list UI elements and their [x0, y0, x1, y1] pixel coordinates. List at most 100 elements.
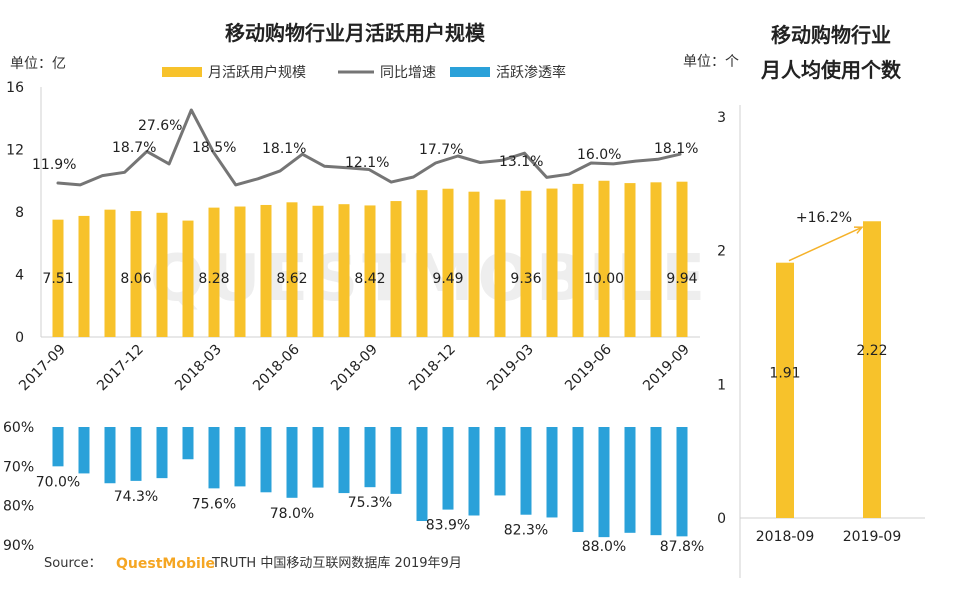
growth-arrow-head	[853, 226, 864, 234]
right-chart-unit: 单位：个	[683, 54, 739, 70]
left-x-tick: 2018-03	[172, 342, 225, 395]
penetration-bar	[572, 427, 584, 533]
mau-value-label: 10.00	[584, 271, 624, 287]
mau-bar	[286, 202, 298, 337]
penetration-bar	[104, 427, 116, 484]
yoy-value-label: 18.7%	[112, 140, 156, 156]
mau-bar	[520, 190, 532, 337]
mau-bar	[260, 204, 272, 337]
penetration-y-tick: 60%	[3, 420, 34, 436]
mau-bar	[494, 199, 506, 337]
penetration-bar	[650, 427, 662, 536]
mau-bar	[390, 201, 402, 337]
legend-swatch-mau	[162, 67, 202, 77]
penetration-y-tick: 80%	[3, 499, 34, 515]
yoy-value-label: 18.5%	[192, 140, 236, 156]
left-x-tick: 2018-12	[406, 342, 459, 395]
yoy-value-label: 17.7%	[419, 142, 463, 158]
growth-arrow-line	[788, 226, 863, 262]
yoy-value-label: 11.9%	[32, 157, 76, 173]
mau-bar	[650, 182, 662, 337]
penetration-bar	[520, 427, 532, 515]
mau-bar	[442, 188, 454, 337]
mau-bar	[130, 211, 142, 337]
penetration-value-label: 83.9%	[426, 518, 470, 534]
penetration-y-ticks: 60% 70% 80% 90%	[3, 420, 34, 554]
yoy-line	[56, 108, 682, 187]
right-y-ticks: 0 1 2 3	[717, 110, 726, 527]
usage-bar	[776, 262, 794, 518]
mau-value-label: 9.36	[510, 271, 541, 287]
legend-label-penetration: 活跃渗透率	[496, 64, 566, 81]
penetration-value-label: 88.0%	[582, 539, 626, 555]
usage-value-label: 1.91	[769, 366, 800, 382]
mau-bar	[78, 215, 90, 337]
penetration-value-label: 70.0%	[36, 474, 80, 490]
penetration-bar	[52, 427, 64, 467]
left-y-ticks: 0 4 8 12 16	[6, 80, 24, 346]
left-x-ticks: 2017-09 2017-12 2018-03 2018-06 2018-09 2018-…	[16, 341, 693, 394]
yoy-value-label: 27.6%	[138, 118, 182, 134]
right-x-tick: 2019-09	[843, 529, 902, 545]
legend-swatch-penetration	[450, 67, 490, 77]
penetration-bar	[442, 427, 454, 510]
mau-bar	[156, 212, 168, 337]
penetration-bar	[234, 427, 246, 487]
mau-bars	[52, 180, 688, 337]
penetration-bar	[182, 427, 194, 460]
source-suffix: TRUTH 中国移动互联网数据库 2019年9月	[211, 555, 462, 571]
penetration-bar	[130, 427, 142, 481]
penetration-value-label: 78.0%	[270, 506, 314, 522]
left-y-tick: 8	[15, 205, 24, 221]
usage-bar	[863, 221, 881, 518]
mau-bar	[104, 209, 116, 337]
source-note: Source： QuestMobile TRUTH 中国移动互联网数据库 201…	[44, 555, 462, 572]
penetration-bar	[390, 427, 402, 494]
mau-bar	[598, 180, 610, 337]
penetration-bar	[416, 427, 428, 522]
legend: 月活跃用户规模 同比增速 活跃渗透率	[162, 64, 566, 81]
penetration-bar	[468, 427, 480, 516]
left-x-tick: 2018-09	[328, 342, 381, 395]
left-y-tick: 0	[15, 330, 24, 346]
penetration-bar	[546, 427, 558, 518]
right-chart-title-line1: 移动购物行业	[771, 23, 891, 47]
yoy-value-label: 18.1%	[654, 141, 698, 157]
mau-bar	[338, 204, 350, 337]
left-x-tick: 2019-03	[484, 342, 537, 395]
mau-bar	[208, 207, 220, 337]
mau-value-label: 7.51	[42, 271, 73, 287]
left-x-tick: 2017-12	[94, 342, 147, 395]
penetration-bar	[494, 427, 506, 496]
usage-value-label: 2.22	[856, 343, 887, 359]
mau-bar	[416, 190, 428, 337]
mau-value-label: 8.28	[198, 271, 229, 287]
penetration-y-tick: 70%	[3, 459, 34, 475]
penetration-bar	[286, 427, 298, 498]
legend-label-mau: 月活跃用户规模	[208, 64, 306, 81]
penetration-bar	[312, 427, 324, 488]
mau-bar	[546, 188, 558, 337]
usage-bars	[776, 221, 881, 518]
left-y-tick: 12	[6, 143, 24, 159]
mau-bar	[182, 220, 194, 337]
left-x-tick: 2019-09	[640, 342, 693, 395]
penetration-bar	[78, 427, 90, 474]
mau-value-label: 9.49	[432, 271, 463, 287]
source-prefix: Source：	[44, 556, 102, 571]
legend-label-yoy: 同比增速	[380, 65, 436, 81]
penetration-bar	[624, 427, 636, 533]
penetration-bar	[676, 427, 688, 537]
right-y-tick: 3	[717, 110, 726, 126]
right-x-tick: 2018-09	[756, 529, 815, 545]
penetration-value-label: 82.3%	[504, 523, 548, 539]
mau-bar	[676, 181, 688, 337]
right-y-tick: 2	[717, 244, 726, 260]
yoy-value-label: 18.1%	[262, 141, 306, 157]
mau-labels: 7.51 8.06 8.28 8.62 8.42 9.49 9.36 10.00 9.94	[42, 271, 697, 287]
penetration-value-label: 87.8%	[660, 539, 704, 555]
mau-bar	[468, 191, 480, 337]
right-y-tick: 1	[717, 377, 726, 393]
penetration-labels: 70.0% 74.3% 75.6% 78.0% 75.3% 83.9% 82.3% 88.0%…	[36, 474, 704, 555]
